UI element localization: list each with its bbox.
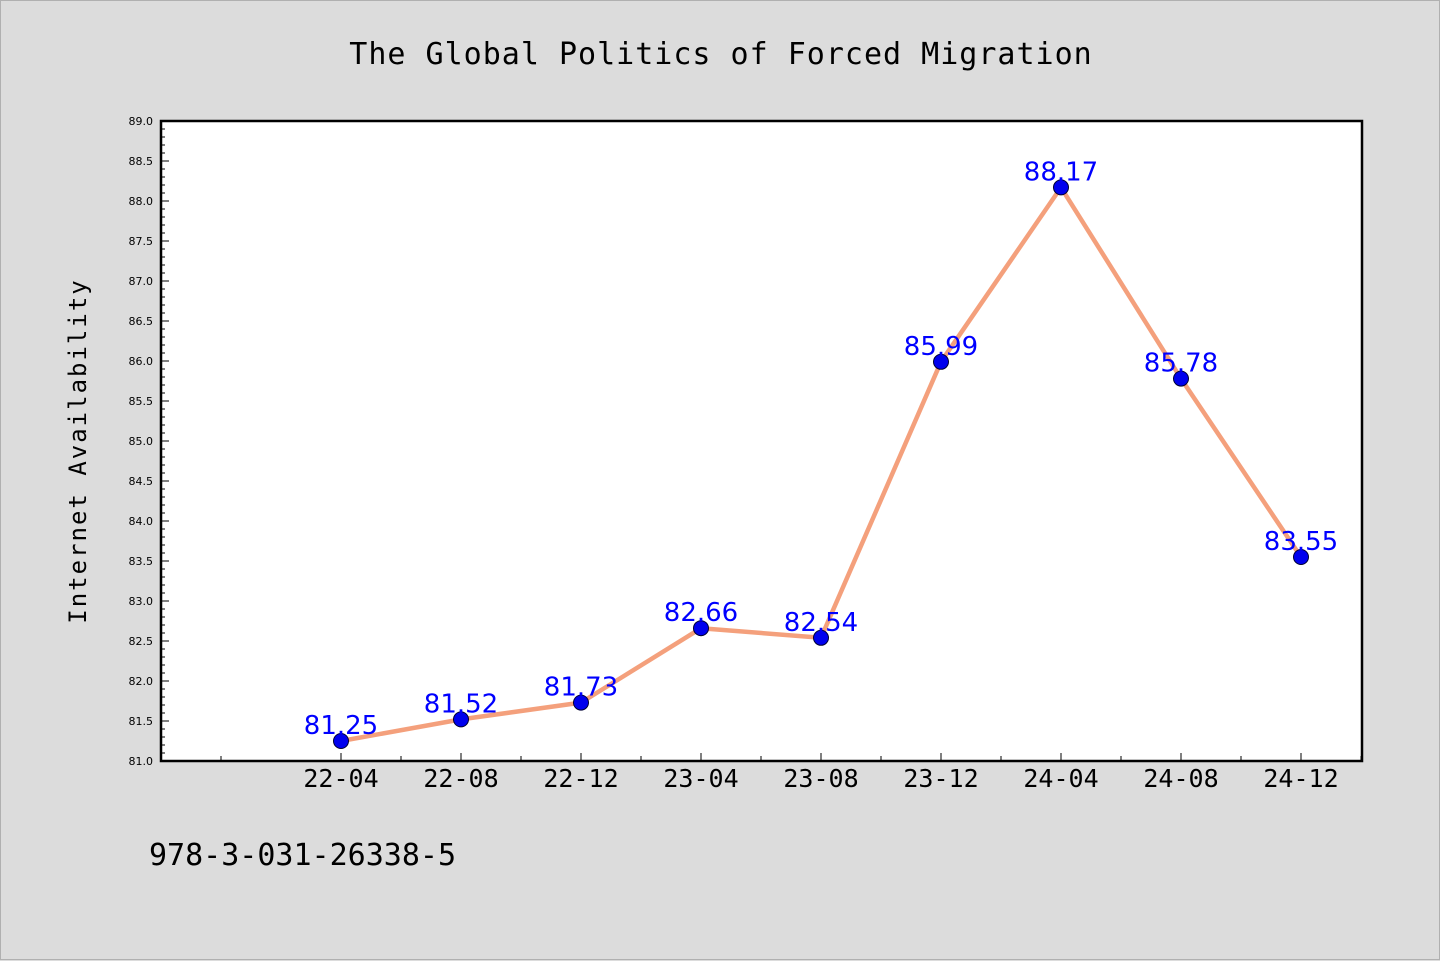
x-tick-label: 24-04 [1023,764,1098,793]
data-point [333,733,349,749]
y-tick-label: 82.5 [129,635,154,648]
data-point [933,353,949,370]
x-tick-label: 24-08 [1143,764,1218,793]
y-tick-label: 86.0 [129,355,154,368]
data-label: 85.99 [904,332,978,362]
x-tick-label: 22-08 [423,764,498,793]
y-tick-label: 87.5 [129,235,154,248]
y-axis: 81.0 81.5 82.0 82.5 83.0 83.5 84.0 84.5 85.0 85.5… [129,115,169,768]
data-point [813,629,829,646]
data-point [1053,179,1069,196]
data-label: 82.66 [664,598,738,628]
y-tick-label: 81.5 [129,715,154,728]
data-label: 81.52 [424,689,498,719]
y-tick-label: 85.5 [129,395,154,408]
y-tick-label: 84.0 [129,515,154,528]
data-point [453,711,469,728]
x-tick-label: 22-12 [543,764,618,793]
data-point [573,694,589,711]
y-tick-label: 85.0 [129,435,154,448]
y-tick-label: 83.0 [129,595,154,608]
data-point [1293,549,1309,565]
data-label: 81.25 [304,711,378,741]
y-tick-label: 83.5 [129,555,154,568]
x-tick-label: 23-08 [783,764,858,793]
data-label: 81.73 [544,673,618,703]
data-label: 83.55 [1264,527,1338,557]
y-tick-label: 88.0 [129,195,154,208]
x-axis: 22-04 22-08 22-12 23-04 23-08 23-12 24-04 24-08… [220,753,1362,793]
x-tick-label: 23-04 [663,764,738,793]
chart-title: The Global Politics of Forced Migration [349,37,1092,72]
data-label: 88.17 [1024,157,1098,187]
isbn-footer: 978-3-031-26338-5 [149,838,456,873]
data-point [693,620,709,637]
y-tick-label: 86.5 [129,315,154,328]
y-tick-label: 82.0 [129,675,154,688]
y-tick-label: 84.5 [129,475,154,488]
y-tick-label: 87.0 [129,275,154,288]
x-tick-label: 24-12 [1263,764,1338,793]
plot-area [159,119,1364,763]
data-point [1173,370,1189,387]
y-tick-label: 81.0 [129,755,154,768]
x-tick-label: 22-04 [303,764,378,793]
x-tick-label: 23-12 [903,764,978,793]
y-axis-label: Internet Availability [64,278,92,623]
y-tick-label: 88.5 [129,155,154,168]
data-label: 85.78 [1144,349,1218,379]
y-tick-label: 89.0 [129,115,154,128]
series-group: 81.25 81.52 81.73 82.66 82.54 85.99 88.17 85.78… [304,157,1338,749]
data-label: 82.54 [784,608,858,638]
